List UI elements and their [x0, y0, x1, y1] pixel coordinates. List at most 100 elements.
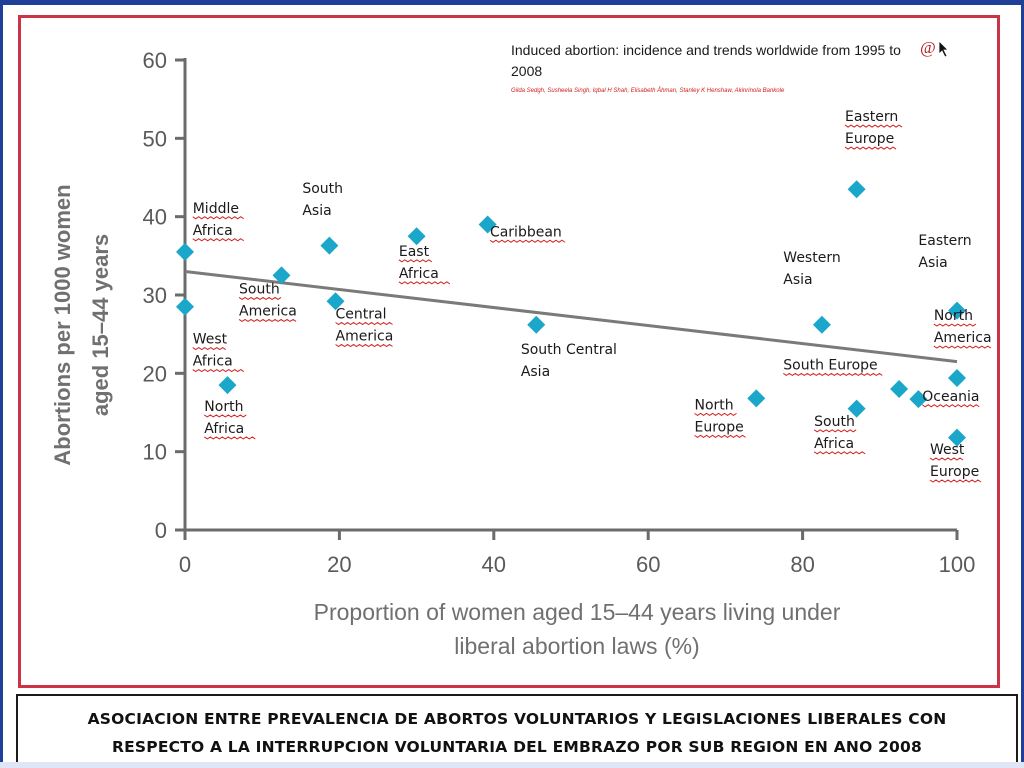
- spellcheck-underline: [192, 368, 244, 373]
- region-label: South: [239, 281, 280, 297]
- region-label: South Central: [521, 342, 617, 358]
- spellcheck-underline: [844, 124, 903, 128]
- publication-authors: Gilda Sedgh, Susheela Singh, Iqbal H Sha…: [511, 88, 785, 94]
- spellcheck-underline: [192, 238, 244, 242]
- spellcheck-underline: [192, 216, 244, 220]
- spellcheck-underline: [204, 436, 256, 440]
- region-label: West: [930, 442, 965, 458]
- spellcheck-underline: [238, 296, 282, 301]
- data-point: [527, 315, 546, 334]
- x-tick-label: 20: [327, 552, 351, 577]
- data-point: [407, 227, 426, 246]
- region-label: South: [302, 181, 343, 197]
- data-point: [272, 266, 291, 285]
- data-point: [478, 215, 497, 234]
- data-point: [909, 390, 928, 409]
- caption-line-1: ASOCIACION ENTRE PREVALENCIA DE ABORTOS …: [87, 710, 947, 728]
- region-label: Africa: [399, 266, 439, 282]
- spellcheck-underline: [398, 259, 433, 263]
- spellcheck-underline: [929, 457, 964, 461]
- region-label: Eastern: [918, 233, 971, 249]
- spellcheck-underline: [335, 321, 393, 326]
- data-point: [176, 242, 194, 261]
- region-label: America: [934, 330, 992, 346]
- spellcheck-underline: [813, 429, 857, 433]
- y-tick-label: 60: [143, 48, 167, 73]
- trend-line: [184, 270, 958, 364]
- spellcheck-underline: [694, 412, 737, 416]
- region-label: Africa: [814, 436, 854, 452]
- y-tick-label: 40: [143, 205, 167, 230]
- spellcheck-underline: [783, 372, 883, 377]
- journal-logo: @: [920, 38, 936, 57]
- region-label: America: [336, 329, 394, 345]
- spellcheck-underline: [192, 346, 226, 351]
- region-label: Asia: [521, 364, 550, 380]
- data-point: [320, 236, 339, 255]
- y-axis-title-line: Abortions per 1000 women: [50, 184, 75, 465]
- y-axis-title-line: aged 15–44 years: [88, 234, 113, 416]
- spellcheck-underline: [933, 345, 992, 349]
- bottom-strip: [0, 762, 1024, 768]
- region-label: Western: [783, 250, 840, 266]
- spellcheck-underline: [933, 323, 977, 327]
- data-point: [847, 180, 866, 199]
- spellcheck-underline: [489, 239, 566, 243]
- region-label: North: [204, 399, 243, 415]
- region-label: Africa: [193, 223, 233, 239]
- region-label: Africa: [204, 421, 244, 437]
- region-label: Eastern: [845, 109, 898, 125]
- x-tick-label: 100: [939, 552, 976, 577]
- data-point: [948, 301, 966, 320]
- y-tick-label: 0: [155, 518, 167, 543]
- caption-box: ASOCIACION ENTRE PREVALENCIA DE ABORTOS …: [16, 694, 1018, 768]
- spellcheck-underline: [238, 318, 297, 323]
- spellcheck-underline: [929, 479, 982, 483]
- data-point: [890, 380, 909, 398]
- data-point: [326, 292, 345, 311]
- region-label: Europe: [695, 419, 744, 435]
- x-tick-label: 0: [179, 552, 191, 577]
- spellcheck-underline: [204, 414, 247, 418]
- region-label: America: [239, 303, 297, 319]
- region-label: South Europe: [783, 357, 877, 373]
- spellcheck-underline: [335, 343, 393, 348]
- x-axis-title-line: Proportion of women aged 15–44 years liv…: [314, 599, 841, 625]
- caption-line-2: RESPECTO A LA INTERRUPCION VOLUNTARIA DE…: [112, 738, 922, 756]
- region-label: North: [695, 397, 734, 413]
- data-point: [218, 376, 237, 395]
- x-tick-label: 60: [636, 552, 660, 577]
- region-label: Europe: [930, 464, 979, 480]
- data-point: [948, 369, 966, 388]
- region-label: Asia: [918, 255, 947, 271]
- mouse-cursor-icon: [938, 40, 949, 58]
- region-label: South: [814, 414, 855, 430]
- x-tick-label: 80: [790, 552, 814, 577]
- data-point: [176, 297, 194, 316]
- region-label: East: [399, 244, 430, 260]
- spellcheck-underline: [921, 404, 980, 408]
- chart-panel: [18, 15, 1000, 688]
- y-tick-label: 30: [143, 283, 167, 308]
- region-label: Oceania: [922, 389, 979, 405]
- region-label: Asia: [302, 203, 331, 219]
- data-point: [847, 399, 866, 418]
- region-label: Europe: [845, 131, 894, 147]
- region-label: Africa: [193, 354, 233, 370]
- data-point: [812, 315, 831, 334]
- y-tick-label: 50: [143, 126, 167, 151]
- spellcheck-underline: [813, 451, 866, 455]
- region-label: Caribbean: [490, 224, 562, 240]
- region-label: Central: [336, 307, 387, 323]
- y-tick-label: 10: [143, 440, 167, 465]
- y-tick-label: 20: [143, 361, 167, 386]
- region-label: Asia: [783, 272, 812, 288]
- x-tick-label: 40: [482, 552, 506, 577]
- spellcheck-underline: [398, 281, 451, 285]
- data-point: [747, 389, 766, 408]
- spellcheck-underline: [844, 146, 897, 150]
- data-point: [948, 428, 966, 447]
- publication-title: Induced abortion: incidence and trends w…: [511, 42, 901, 79]
